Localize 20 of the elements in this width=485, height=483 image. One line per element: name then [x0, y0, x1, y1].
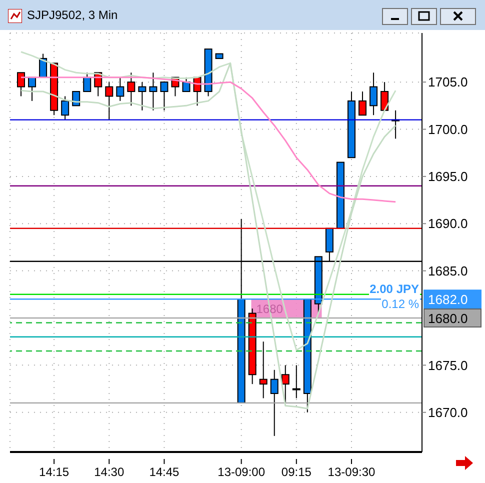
x-tick-label: 14:45: [149, 465, 180, 479]
chart-title: SJPJ9502, 3 Min: [27, 8, 118, 22]
ref-line-label: 1682.0: [428, 292, 468, 308]
y-tick-label: 1690.0: [428, 216, 468, 232]
y-tick-label: 1675.0: [428, 358, 468, 373]
y-tick-label: 1700.0: [428, 122, 468, 137]
y-tick-label: 1705.0: [428, 74, 468, 90]
y-tick-label: 1670.0: [428, 404, 468, 420]
ref-line-label: 1680.0: [428, 310, 468, 326]
x-tick-label: 14:15: [39, 465, 70, 479]
y-tick-label: 1685.0: [428, 263, 468, 278]
candlestick: [259, 342, 268, 398]
candlestick: [292, 365, 300, 398]
x-tick-label: 09:15: [281, 465, 312, 479]
x-tick-label: 13-09:30: [328, 465, 376, 479]
x-tick-label: 13-09:00: [218, 465, 266, 479]
y-tick-label: 1695.0: [428, 169, 468, 184]
x-tick-label: 14:30: [94, 465, 124, 479]
annotation: 0.12 %: [380, 297, 420, 311]
annotation: 2.00 JPY: [368, 282, 420, 296]
